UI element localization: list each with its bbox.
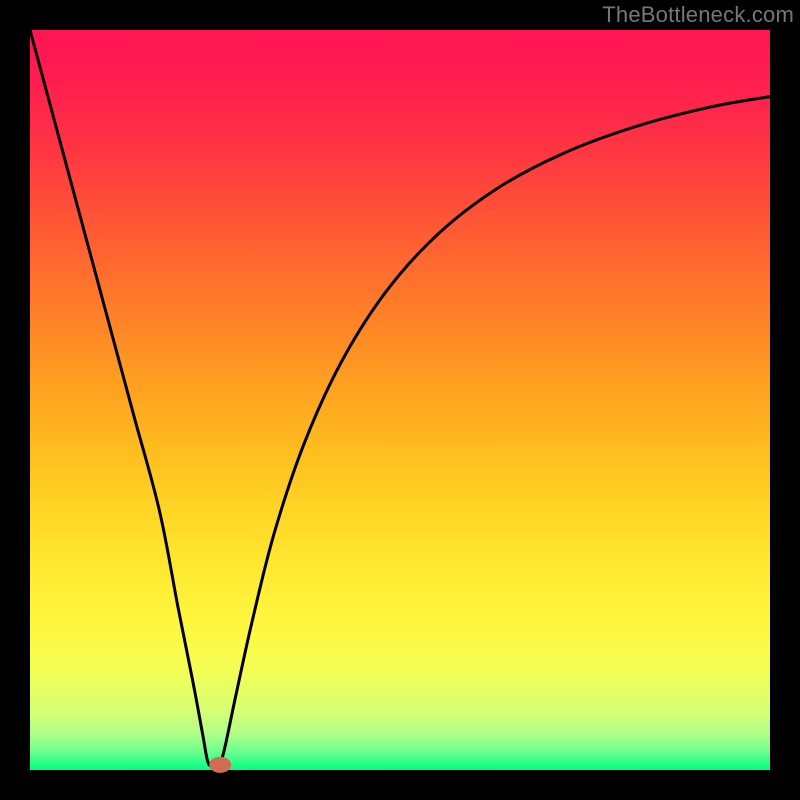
watermark-label: TheBottleneck.com (602, 2, 794, 28)
chart-svg (0, 0, 800, 800)
plot-area (30, 30, 770, 770)
figure-root: TheBottleneck.com (0, 0, 800, 800)
minimum-marker (209, 757, 231, 773)
